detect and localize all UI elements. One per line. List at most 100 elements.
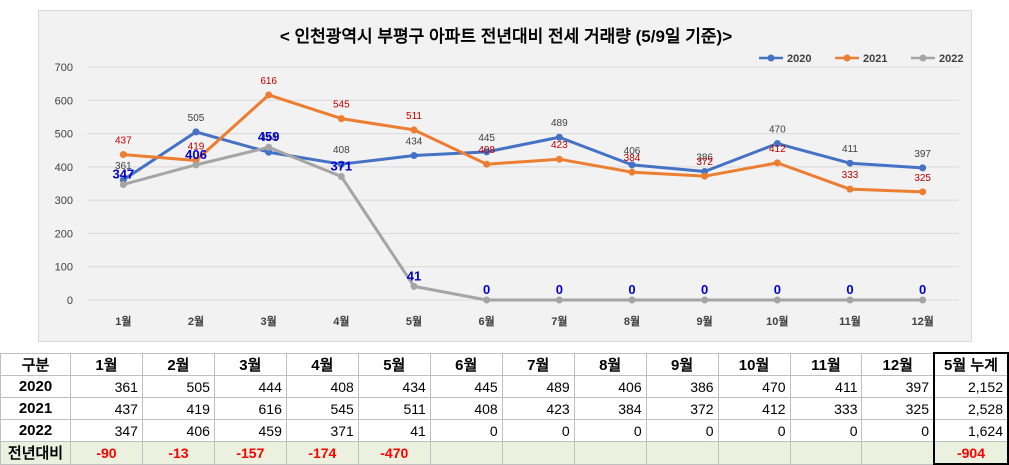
line-chart: < 인천광역시 부평구 아파트 전년대비 전세 거래량 (5/9일 기준)> 0 1… [55, 27, 964, 328]
data-point-2020 [337, 160, 345, 168]
table-cell: 445 [429, 375, 503, 398]
table-cell [861, 441, 935, 465]
legend-marker [843, 54, 851, 62]
column-header: 10월 [717, 352, 791, 376]
data-label-2021: 372 [696, 157, 713, 168]
table-cell: 412 [717, 397, 791, 420]
table-cell: 372 [645, 397, 719, 420]
table-cell: 0 [573, 419, 647, 442]
column-header: 3월 [213, 352, 287, 376]
data-label-2022: 0 [846, 282, 853, 297]
data-label-2022: 406 [185, 147, 207, 162]
table-cell: -904 [933, 441, 1009, 465]
table-cell: 406 [573, 375, 647, 398]
table-cell [501, 441, 575, 465]
data-point-2022 [846, 296, 854, 304]
data-table: 구분 1월 2월 3월 4월 5월 6월 7월 8월 9월 10월 11월 12월 5월 누계 2020 36… [0, 352, 1009, 465]
row-label: 2022 [0, 419, 71, 442]
table-cell: 2,528 [933, 397, 1009, 420]
table-cell: 616 [213, 397, 287, 420]
data-label-2022: 0 [483, 282, 490, 297]
data-point-2022 [773, 296, 781, 304]
data-point-2020 [555, 133, 563, 141]
legend-marker [919, 54, 927, 62]
table-cell: 406 [141, 419, 215, 442]
table-cell: -174 [285, 441, 359, 465]
data-point-2021 [337, 115, 345, 123]
table-cell: -13 [141, 441, 215, 465]
data-point-2021 [483, 160, 491, 168]
data-label-2022: 0 [556, 282, 563, 297]
row-label: 2021 [0, 397, 71, 420]
table-cell [789, 441, 863, 465]
data-point-2022 [701, 296, 709, 304]
x-tick-label: 12월 [911, 314, 933, 328]
data-label-2021: 384 [624, 153, 641, 164]
data-label-2022: 0 [774, 282, 781, 297]
column-header: 8월 [573, 352, 647, 376]
data-point-2022 [192, 161, 200, 169]
table-cell: 411 [789, 375, 863, 398]
chart-title: < 인천광역시 부평구 아파트 전년대비 전세 거래량 (5/9일 기준)> [280, 27, 732, 46]
table-cell [717, 441, 791, 465]
data-point-2021 [628, 168, 636, 176]
column-header: 12월 [861, 352, 935, 376]
data-label-2022: 459 [258, 129, 280, 144]
x-tick-label: 10월 [766, 314, 788, 328]
chart-area: < 인천광역시 부평구 아파트 전년대비 전세 거래량 (5/9일 기준)> 0 1… [38, 10, 972, 342]
table-cell: 1,624 [933, 419, 1009, 442]
series-line-2022 [122, 145, 923, 302]
data-point-2022 [119, 180, 127, 188]
data-label-2021: 545 [333, 100, 350, 111]
data-label-2020: 397 [914, 149, 931, 160]
table-cell: 470 [717, 375, 791, 398]
data-label-2021: 412 [769, 144, 786, 155]
column-header: 5월 누계 [933, 352, 1009, 376]
table-cell: -470 [357, 441, 431, 465]
table-cell: 0 [501, 419, 575, 442]
data-point-2020 [410, 152, 418, 160]
row-label: 2020 [0, 375, 71, 398]
table-cell: 489 [501, 375, 575, 398]
x-tick-label: 3월 [261, 314, 277, 328]
y-tick-label: 300 [55, 195, 73, 207]
x-tick-label: 5월 [406, 314, 422, 328]
table-cell: -157 [213, 441, 287, 465]
table-cell [429, 441, 503, 465]
table-cell: 459 [213, 419, 287, 442]
y-tick-label: 600 [55, 95, 73, 107]
data-label-2021: 616 [260, 76, 277, 87]
y-tick-label: 700 [55, 62, 73, 74]
column-header: 9월 [645, 352, 719, 376]
table-cell: 397 [861, 375, 935, 398]
series-line-2021 [123, 93, 923, 194]
row-label: 전년대비 [0, 441, 71, 465]
data-label-2022: 347 [112, 166, 134, 181]
column-header: 구분 [0, 352, 71, 376]
data-point-2021 [555, 155, 563, 163]
data-label-2020: 470 [769, 125, 786, 136]
table-cell: 0 [789, 419, 863, 442]
data-label-2022: 371 [330, 159, 352, 174]
data-label-2020: 408 [333, 145, 350, 156]
table-row: 2022 347 406 459 371 41 0 0 0 0 0 0 0 1,624 [0, 419, 1009, 442]
data-label-2022: 0 [701, 282, 708, 297]
y-tick-label: 200 [55, 228, 73, 240]
table-cell: 423 [501, 397, 575, 420]
data-point-2022 [265, 143, 273, 151]
data-point-2020 [628, 161, 636, 169]
column-header: 4월 [285, 352, 359, 376]
table-cell: 0 [645, 419, 719, 442]
legend-label: 2022 [939, 53, 963, 65]
data-label-2021: 325 [914, 173, 931, 184]
table-cell: 408 [429, 397, 503, 420]
data-label-2020: 444 [260, 133, 277, 144]
x-tick-label: 11월 [839, 314, 861, 328]
table-row: 2021 437 419 616 545 511 408 423 384 372 412 333 325… [0, 397, 1009, 420]
table-cell: 419 [141, 397, 215, 420]
table-cell: 434 [357, 375, 431, 398]
x-tick-label: 2월 [188, 314, 204, 328]
data-point-2021 [919, 188, 927, 196]
table-cell: 333 [789, 397, 863, 420]
table-cell: 545 [285, 397, 359, 420]
